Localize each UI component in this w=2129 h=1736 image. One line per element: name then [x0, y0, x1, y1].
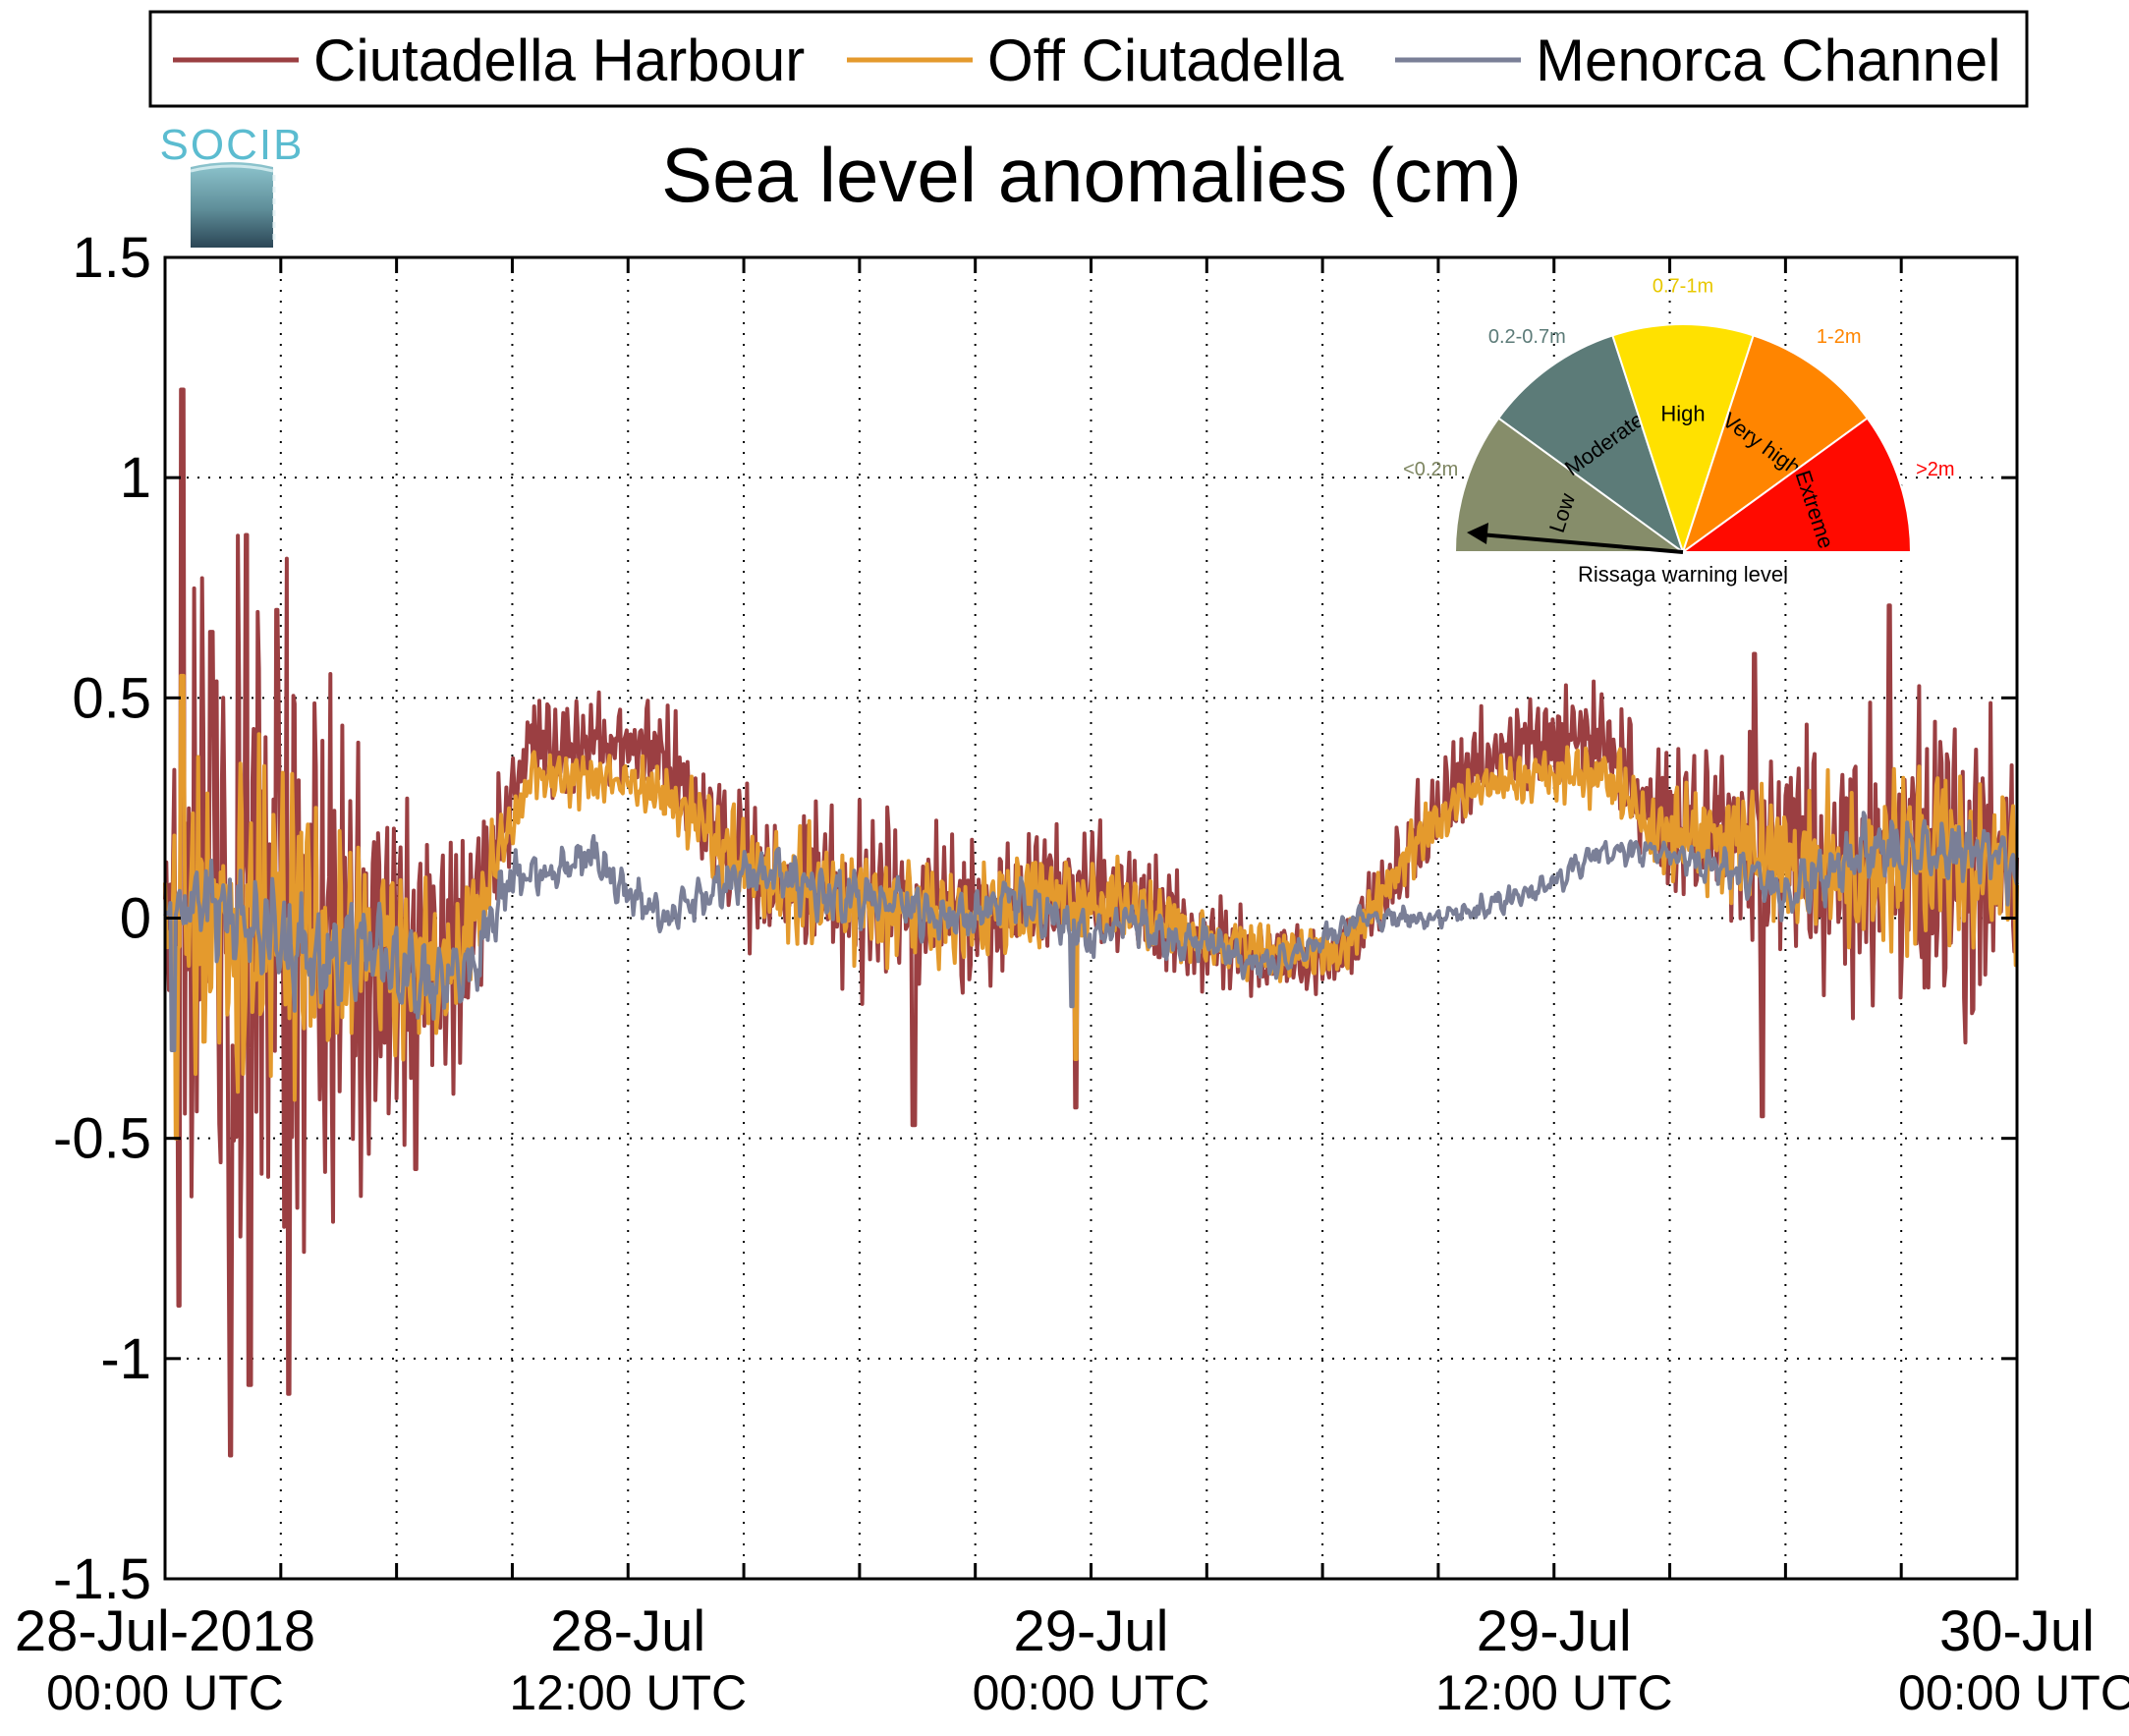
gauge-segment	[1453, 417, 1687, 553]
y-tick-label: 0.5	[72, 666, 151, 730]
legend: Ciutadella Harbour Off Ciutadella Menorca …	[148, 10, 2029, 108]
x-tick-label-time: 00:00 UTC	[1898, 1665, 2129, 1720]
y-tick-label: -1.5	[53, 1547, 151, 1611]
gauge-segment-label: High	[1660, 402, 1705, 426]
x-tick-label-date: 29-Jul	[1014, 1599, 1169, 1663]
x-tick-label-date: 29-Jul	[1477, 1599, 1632, 1663]
gauge-segment	[1611, 323, 1755, 556]
series-lines	[163, 387, 2019, 1458]
y-tick-label: -1	[100, 1327, 151, 1391]
x-tick-label-date: 28-Jul-2018	[15, 1599, 315, 1663]
y-tick-label: 0	[120, 887, 151, 951]
x-tick-label-date: 30-Jul	[1939, 1599, 2095, 1663]
gauge-caption: Rissaga warning level	[1578, 562, 1788, 587]
gauge-needle	[1480, 532, 1684, 554]
x-tick-label-time: 12:00 UTC	[509, 1665, 747, 1720]
y-tick-label: -0.5	[53, 1107, 151, 1171]
gauge-range-label: 0.2-0.7m	[1488, 326, 1566, 348]
gauge-range-label: 0.7-1m	[1653, 275, 1713, 297]
legend-label: Ciutadella Harbour	[313, 28, 805, 93]
logo-text: SOCIB	[160, 121, 305, 169]
gauge-range-label: >2m	[1916, 459, 1954, 480]
x-tick-label-time: 12:00 UTC	[1435, 1665, 1673, 1720]
y-tick-label: 1	[120, 446, 151, 510]
y-tick-label: 1.5	[72, 226, 151, 290]
legend-label: Off Ciutadella	[987, 28, 1344, 93]
x-tick-label-time: 00:00 UTC	[46, 1665, 284, 1720]
gauge-segment	[1496, 334, 1685, 555]
series-line	[163, 673, 2019, 1141]
gauge-needle-head	[1467, 523, 1488, 544]
chart-title: Sea level anomalies (cm)	[661, 132, 1522, 218]
socib-logo: SOCIB	[160, 121, 305, 248]
gauge-range-label: 1-2m	[1817, 326, 1862, 348]
x-tick-label-time: 00:00 UTC	[973, 1665, 1210, 1720]
legend-box	[148, 10, 2029, 108]
gauge-segment	[1679, 417, 1913, 553]
legend-label: Menorca Channel	[1536, 28, 2001, 93]
series-line	[163, 811, 2019, 1052]
x-tick-label-date: 28-Jul	[550, 1599, 705, 1663]
gauge-segment	[1681, 334, 1870, 555]
gauge-range-label: <0.2m	[1403, 459, 1458, 480]
